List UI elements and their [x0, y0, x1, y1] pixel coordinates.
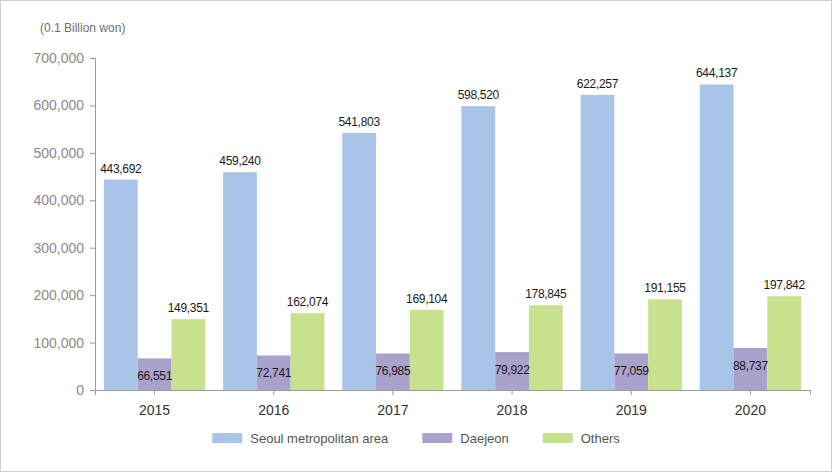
y-tick-label: 200,000 [33, 287, 84, 303]
legend-swatch [543, 433, 573, 443]
y-tick: 700,000 [33, 50, 95, 66]
bar [104, 180, 138, 390]
x-tick: 2019 [616, 390, 647, 418]
bar [767, 296, 801, 390]
x-tick-mark [512, 390, 513, 395]
data-label: 178,845 [525, 287, 567, 301]
frame [1, 1, 832, 472]
data-label: 162,074 [287, 295, 329, 309]
data-label: 72,741 [256, 366, 292, 380]
y-tick: 300,000 [33, 240, 95, 256]
legend: Seoul metropolitan area Daejeon Others [212, 431, 620, 446]
bar [223, 172, 257, 390]
legend-swatch [422, 433, 452, 443]
y-axis: 0 100,000 200,000 300,000 400,000 500,000 600,… [33, 50, 95, 398]
y-tick-mark [90, 153, 95, 154]
y-tick-label: 0 [76, 382, 84, 398]
bar [700, 84, 734, 390]
data-label: 79,922 [495, 363, 531, 377]
bar [342, 133, 376, 390]
legend-item: Others [543, 431, 621, 446]
y-axis-line [90, 59, 96, 391]
y-tick-mark [90, 105, 95, 106]
data-label: 88,737 [733, 359, 769, 373]
y-tick-label: 500,000 [33, 145, 84, 161]
bar-series [171, 296, 801, 390]
x-tick: 2018 [497, 390, 528, 418]
bar [648, 299, 682, 390]
bar [581, 95, 615, 390]
data-label: 644,137 [696, 66, 738, 80]
y-tick-mark [90, 248, 95, 249]
y-tick: 100,000 [33, 335, 95, 351]
legend-swatch [212, 433, 242, 443]
y-tick: 200,000 [33, 287, 95, 303]
y-tick-mark [90, 58, 95, 59]
data-label: 149,351 [168, 301, 210, 315]
legend-label: Others [581, 431, 621, 446]
x-tick-mark [392, 390, 393, 395]
bar [461, 106, 495, 390]
legend-label: Daejeon [460, 431, 508, 446]
x-tick: 2016 [258, 390, 289, 418]
y-tick-mark [90, 343, 95, 344]
legend-label: Seoul metropolitan area [250, 431, 389, 446]
x-tick-mark [631, 390, 632, 395]
data-label: 622,257 [577, 77, 619, 91]
y-tick: 400,000 [33, 192, 95, 208]
x-tick-label: 2017 [377, 402, 408, 418]
x-tick-mark [750, 390, 751, 395]
x-tick: 2015 [139, 390, 170, 418]
y-axis-title: (0.1 Billion won) [40, 21, 125, 35]
y-tick-mark [90, 295, 95, 296]
bar [529, 305, 563, 390]
x-axis-line [96, 391, 811, 396]
x-tick-mark [273, 390, 274, 395]
y-tick-label: 300,000 [33, 240, 84, 256]
data-label: 77,059 [614, 364, 650, 378]
y-tick: 600,000 [33, 97, 95, 113]
data-label: 76,985 [375, 364, 411, 378]
y-tick: 0 [76, 382, 95, 398]
data-labels: 443,692 459,240 541,803 598,520 622,257 644,1… [100, 66, 805, 383]
bars [104, 84, 801, 390]
data-label: 598,520 [458, 88, 500, 102]
chart-container: 0 100,000 200,000 300,000 400,000 500,000 600,… [0, 0, 832, 472]
y-tick-label: 700,000 [33, 50, 84, 66]
x-tick-label: 2015 [139, 402, 170, 418]
data-label: 66,551 [137, 369, 173, 383]
y-tick-label: 600,000 [33, 97, 84, 113]
y-tick-mark [90, 390, 95, 391]
y-tick-label: 400,000 [33, 192, 84, 208]
bar [291, 313, 325, 390]
legend-item: Seoul metropolitan area [212, 431, 389, 446]
data-label: 443,692 [100, 162, 142, 176]
bar [410, 310, 444, 390]
x-tick: 2017 [377, 390, 408, 418]
data-label: 191,155 [644, 281, 686, 295]
x-tick-label: 2018 [497, 402, 528, 418]
x-tick-label: 2016 [258, 402, 289, 418]
data-label: 197,842 [764, 278, 806, 292]
x-tick-mark [154, 390, 155, 395]
chart-svg: 0 100,000 200,000 300,000 400,000 500,000 600,… [0, 0, 832, 472]
x-tick-label: 2020 [735, 402, 766, 418]
y-tick: 500,000 [33, 145, 95, 161]
x-tick-label: 2019 [616, 402, 647, 418]
legend-item: Daejeon [422, 431, 508, 446]
y-tick-mark [90, 200, 95, 201]
x-axis: 2015 2016 2017 2018 2019 2020 [96, 390, 811, 418]
y-tick-label: 100,000 [33, 335, 84, 351]
data-label: 169,104 [406, 292, 448, 306]
data-label: 459,240 [219, 154, 261, 168]
x-tick: 2020 [735, 390, 766, 418]
data-label: 541,803 [339, 115, 381, 129]
bar [171, 319, 205, 390]
bar-series [104, 84, 734, 390]
